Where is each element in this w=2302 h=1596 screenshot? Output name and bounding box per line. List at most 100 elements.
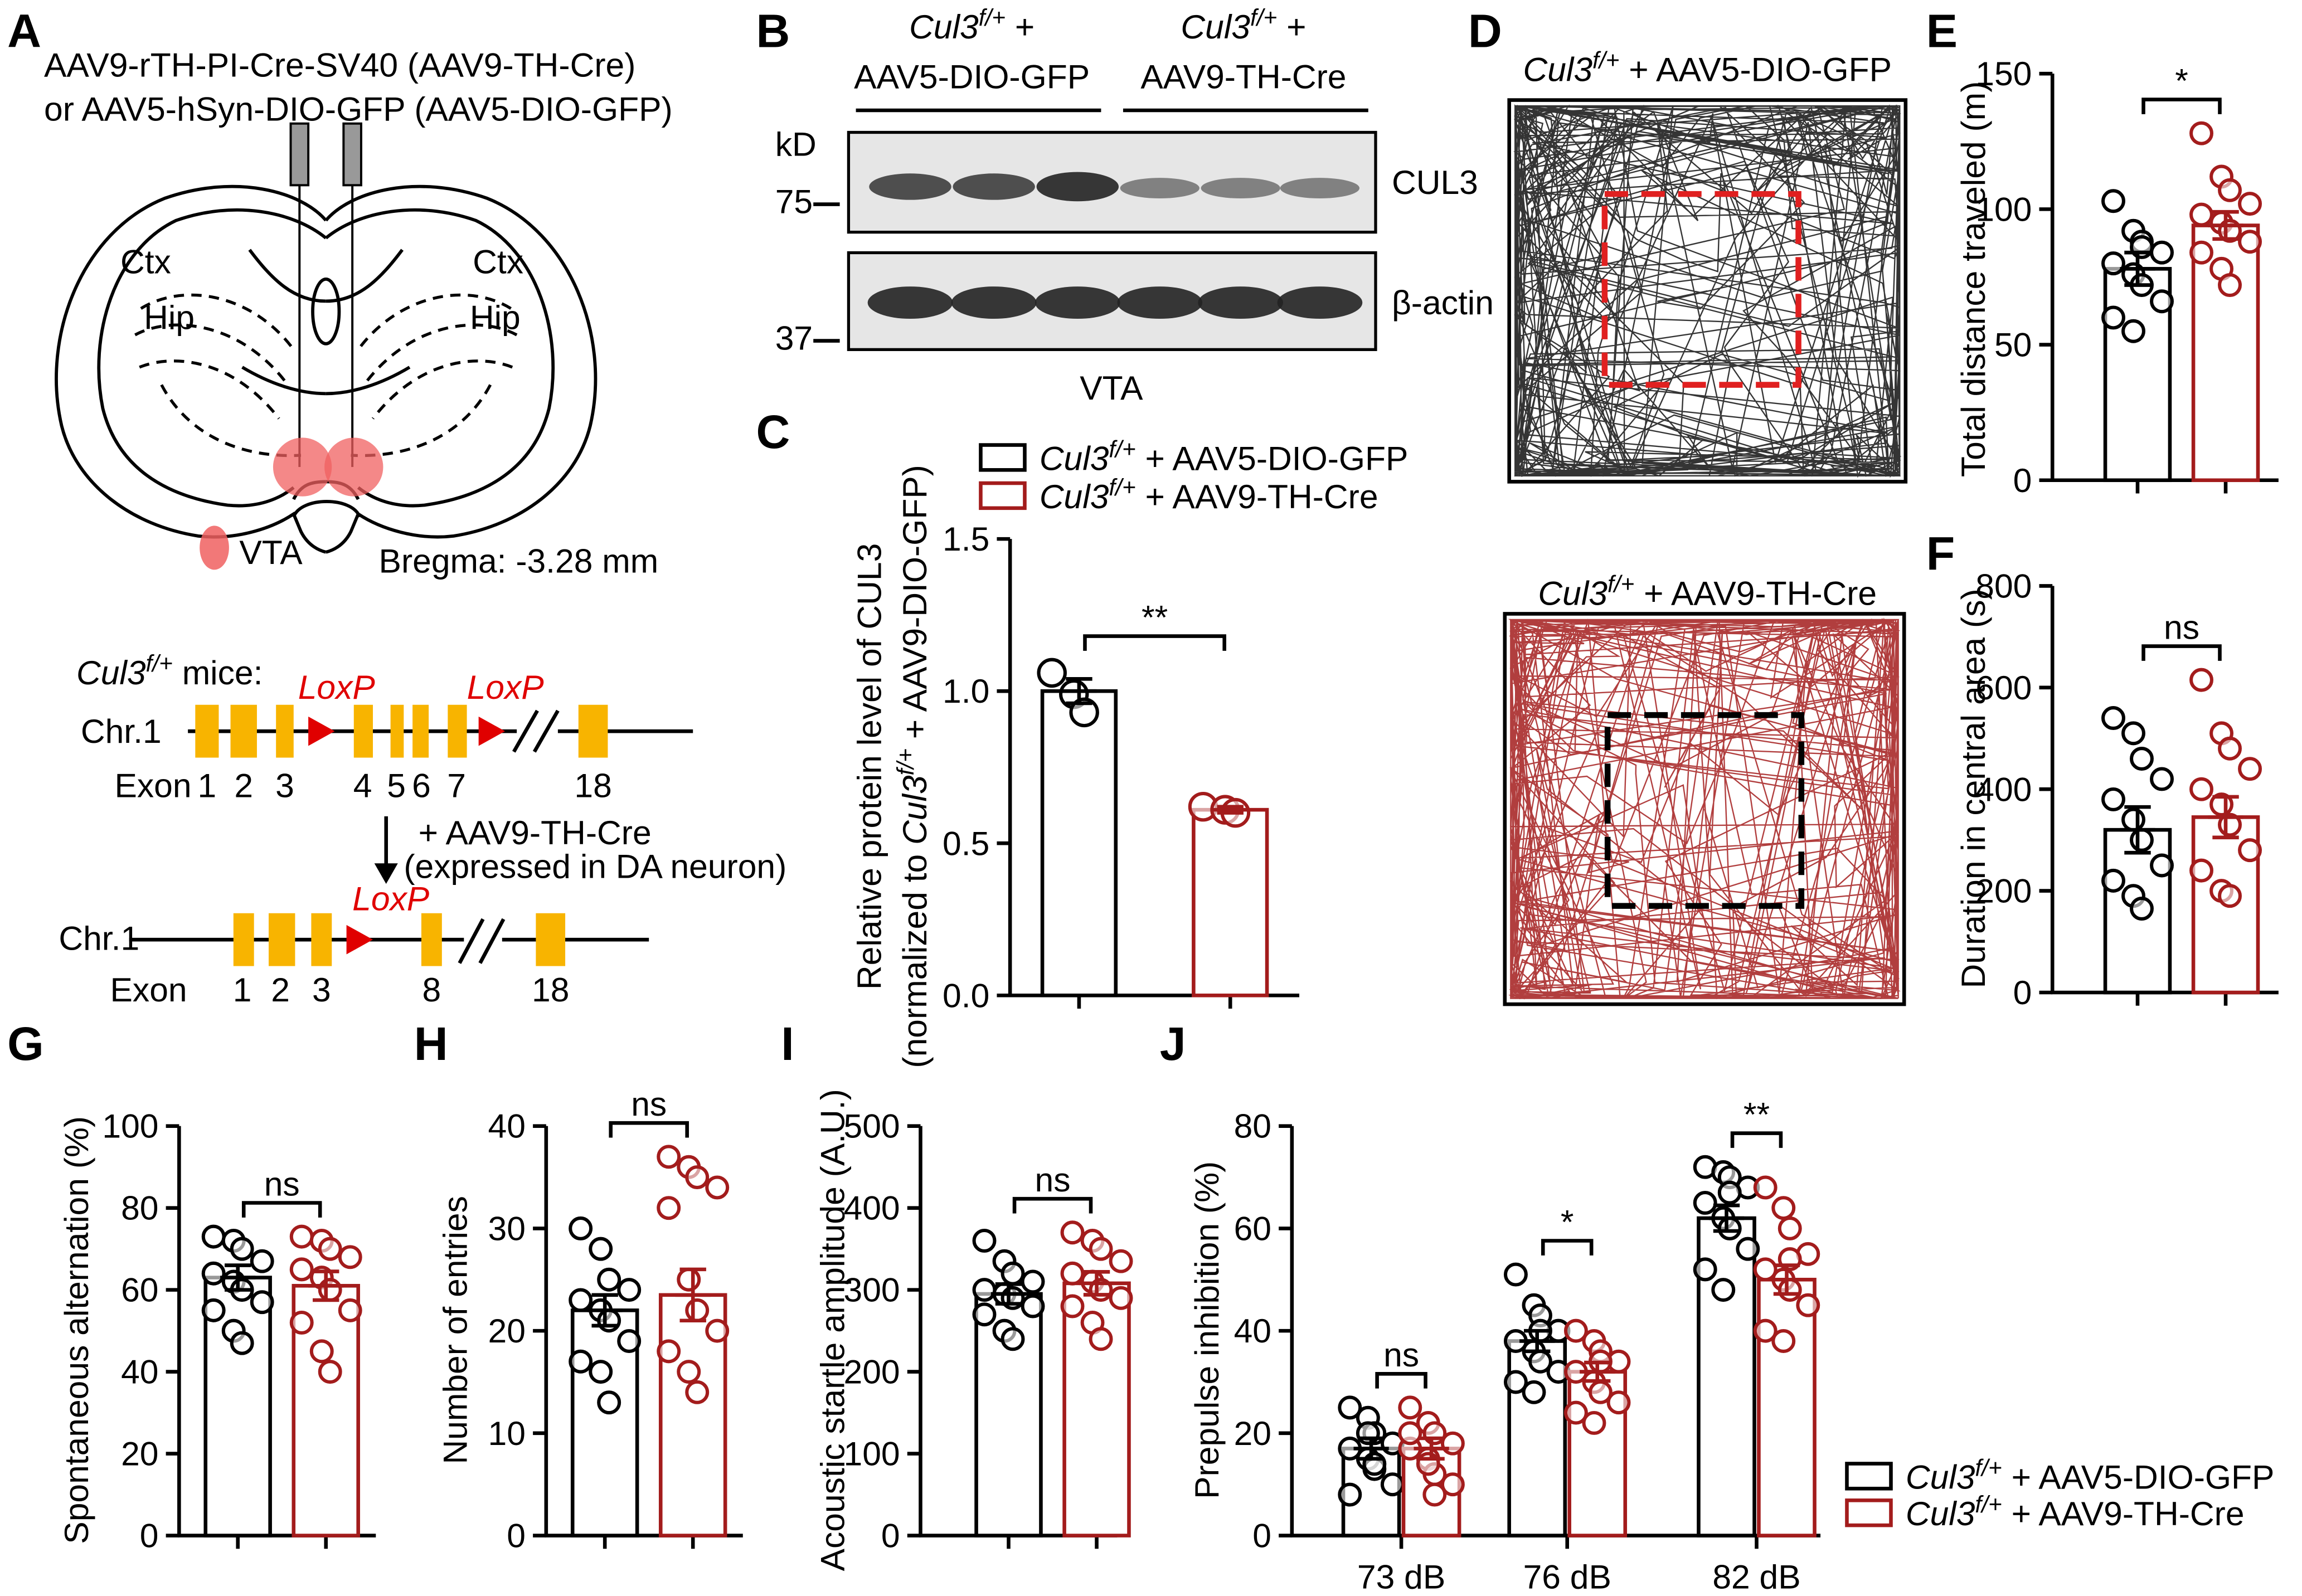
- exon: [195, 704, 219, 758]
- break: [464, 922, 502, 957]
- exon-number: 2: [234, 767, 253, 805]
- group-label: Cul3f/+ +: [1181, 4, 1306, 46]
- legend-label: Cul3f/+ + AAV5-DIO-GFP: [1040, 436, 1409, 478]
- data-point: [1606, 1390, 1631, 1415]
- text-segment: Cul3: [1040, 439, 1109, 477]
- data-point: [1089, 1327, 1113, 1351]
- data-point: [1440, 1431, 1465, 1456]
- protein-label: CUL3: [1392, 163, 1478, 201]
- y-tick-label: 50: [1994, 326, 2032, 364]
- text-segment: (normalized to: [896, 845, 934, 1068]
- break-mark: [458, 918, 485, 964]
- legend-label: Cul3f/+ + AAV9-TH-Cre: [1040, 474, 1378, 515]
- significance-bracket: [241, 1201, 322, 1218]
- significance-label: **: [1744, 1095, 1770, 1133]
- data-point: [617, 1329, 642, 1353]
- data-point: [2189, 777, 2213, 801]
- significance-bracket: [609, 1121, 689, 1138]
- data-point: [201, 1224, 226, 1249]
- data-point: [1778, 1278, 1802, 1302]
- exon: [536, 913, 566, 966]
- text-segment: Spontaneous alternation (%): [57, 1116, 95, 1544]
- exon-number: 18: [532, 971, 569, 1009]
- text-segment: Relative protein level of CUL3: [850, 543, 888, 990]
- data-point: [2238, 192, 2262, 216]
- data-point: [1380, 1472, 1405, 1497]
- data-point: [2121, 807, 2145, 832]
- ventricle: [311, 278, 341, 346]
- exon-word: Exon: [110, 971, 187, 1009]
- panel-label: J: [1160, 1018, 1186, 1070]
- arrow-head: [374, 863, 398, 884]
- data-point: [1778, 1216, 1802, 1240]
- data-point: [1796, 1293, 1820, 1317]
- text-segment: Cul3: [1040, 478, 1109, 515]
- data-point: [1503, 1370, 1528, 1394]
- data-point: [2238, 757, 2262, 781]
- region-label: Ctx: [473, 242, 523, 280]
- text-segment: Cul3: [909, 8, 979, 46]
- exon: [269, 913, 295, 966]
- data-point: [2189, 240, 2213, 265]
- bar: [1192, 807, 1269, 997]
- data-point: [1109, 1286, 1133, 1310]
- y-tick-label: 10: [488, 1414, 526, 1452]
- y-tick-label: 0: [881, 1517, 900, 1555]
- brain-right: [326, 187, 596, 552]
- loxp-label: LoxP: [298, 668, 376, 706]
- y-tick-label: 20: [488, 1312, 526, 1350]
- y-axis-label: (normalized to Cul3f/+ + AAV9-DIO-GFP): [892, 465, 934, 1068]
- bands: [867, 172, 1363, 319]
- loxp-label: LoxP: [352, 879, 430, 917]
- exon-word: Exon: [114, 767, 191, 805]
- track: [1513, 104, 1902, 478]
- syringe: [342, 122, 362, 187]
- text-segment: Total distance traveled (m): [1954, 81, 1992, 477]
- data-point: [2121, 319, 2145, 343]
- significance-label: *: [1561, 1203, 1574, 1240]
- y-tick-label: 0: [2013, 974, 2032, 1011]
- chr-label: Chr.1: [59, 919, 139, 957]
- data-point: [677, 1360, 701, 1384]
- data-point: [657, 1145, 681, 1169]
- significance-bracket: [2141, 98, 2222, 114]
- y-tick-label: 1.5: [943, 520, 989, 558]
- y-tick-label: 100: [1975, 190, 2032, 228]
- significance-label: **: [1142, 598, 1168, 636]
- panel-label: C: [756, 406, 790, 458]
- data-point: [1338, 1482, 1362, 1507]
- data-point: [230, 1237, 254, 1261]
- data-point: [289, 1224, 314, 1249]
- data-point: [2218, 178, 2242, 202]
- text-segment: + AAV5-DIO-GFP: [2002, 1458, 2275, 1496]
- y-axis-label: Relative protein level of CUL3: [850, 543, 888, 990]
- data-point: [318, 1237, 342, 1261]
- significance-bracket: [1730, 1131, 1783, 1148]
- y-tick-label: 500: [844, 1107, 900, 1145]
- loxp-label: LoxP: [467, 668, 545, 706]
- center-zone: [1604, 712, 1805, 909]
- y-tick-label: 100: [844, 1435, 900, 1473]
- region-label: Hip: [144, 298, 195, 336]
- data-point: [1021, 1294, 1045, 1318]
- data-point: [569, 1349, 593, 1374]
- data-point: [1563, 1318, 1588, 1343]
- data-point: [2238, 838, 2262, 863]
- data-point: [1069, 697, 1099, 728]
- chr-label: Chr.1: [81, 712, 162, 750]
- data-point: [1717, 1216, 1742, 1240]
- data-point: [1440, 1472, 1465, 1497]
- y-tick-label: 200: [1975, 872, 2032, 910]
- data-point: [1338, 1395, 1362, 1420]
- y-axis-label: Total distance traveled (m): [1954, 81, 1992, 477]
- break-mark: [532, 709, 560, 753]
- data-point: [1771, 1329, 1796, 1353]
- y-tick-label: 20: [1234, 1414, 1271, 1452]
- data-point: [569, 1216, 593, 1240]
- text-segment: Duration in central area (s): [1954, 588, 1992, 988]
- group-label: Cul3f/+ +: [909, 4, 1035, 46]
- data-point: [2101, 706, 2125, 730]
- exon-number: 18: [574, 767, 611, 805]
- legend-swatch: [1845, 1498, 1893, 1527]
